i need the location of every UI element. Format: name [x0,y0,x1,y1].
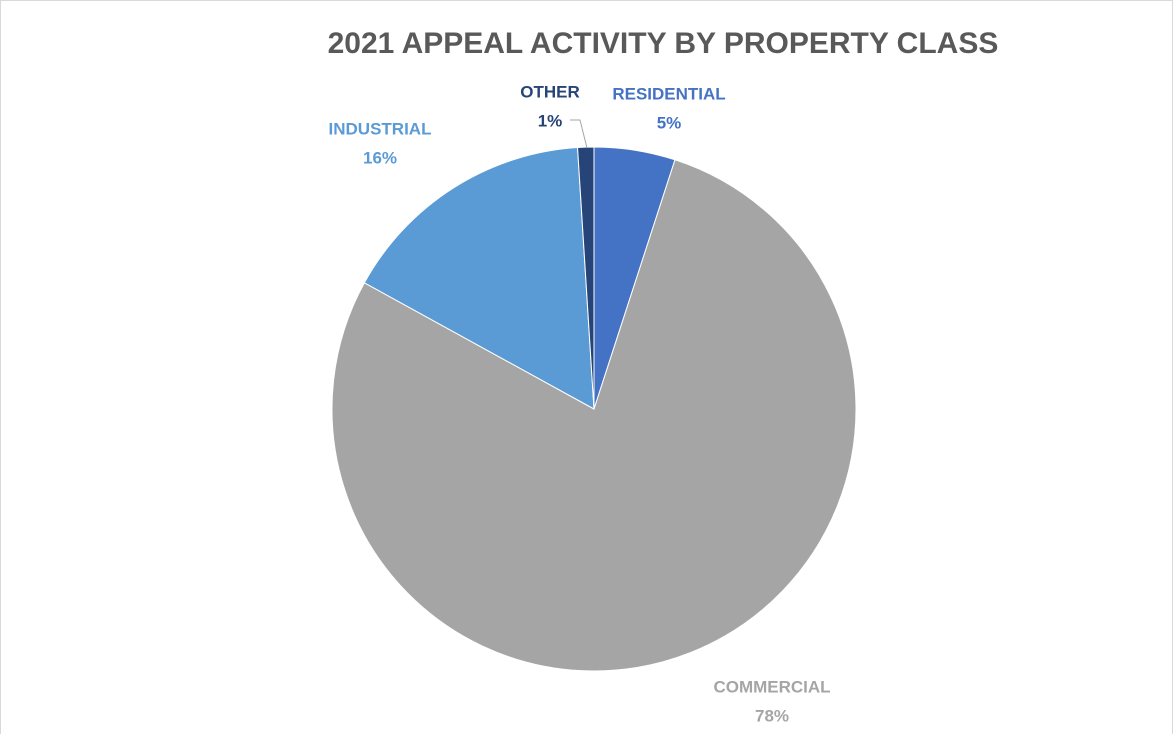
pie-slice [363,146,595,410]
slice-value-label: 16% [363,148,397,167]
slice-category-label: OTHER [520,82,580,101]
pie-slice [577,146,595,410]
pie-slice [331,159,857,672]
slice-value-label: 5% [657,113,682,132]
leader-line [570,119,588,149]
chart-title: 2021 APPEAL ACTIVITY BY PROPERTY CLASS [328,27,999,60]
slice-category-label: COMMERCIAL [713,677,830,696]
slice-value-label: 78% [755,706,789,725]
slice-value-label: 1% [538,111,563,130]
slice-category-label: INDUSTRIAL [329,119,432,138]
slice-category-label: RESIDENTIAL [612,84,725,103]
